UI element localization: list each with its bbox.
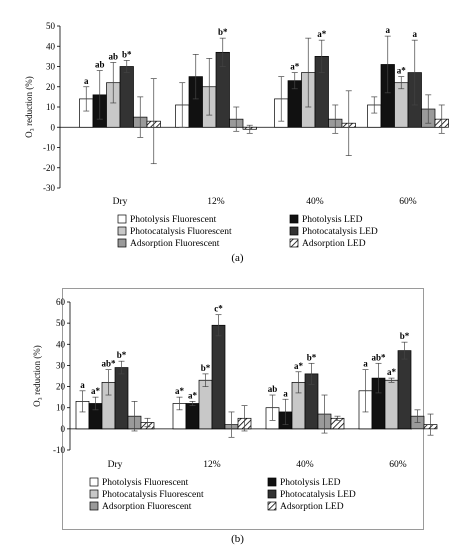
significance-label: a <box>413 29 418 39</box>
y-tick-label: 20 <box>46 82 56 92</box>
legend-swatch <box>117 226 127 236</box>
category-label: 12% <box>207 197 225 207</box>
significance-label: b* <box>400 331 410 341</box>
significance-label: a* <box>290 62 300 72</box>
y-tick-label: 10 <box>46 102 56 112</box>
y-tick-label: 50 <box>46 21 56 31</box>
legend-swatch <box>289 238 299 248</box>
legend-label: Adsorption Fluorescent <box>102 502 192 512</box>
legend-label: Photolysis LED <box>280 478 341 488</box>
legend-label: Photolysis Fluorescent <box>102 478 189 488</box>
significance-label: ab* <box>101 359 116 369</box>
y-axis-label: O₃ reduction (%) <box>24 76 34 138</box>
y-tick-label: -20 <box>43 163 55 173</box>
y-tick-label: 0 <box>51 122 56 132</box>
y-tick-label: -30 <box>43 183 55 193</box>
significance-label: a <box>363 359 368 369</box>
y-tick-label: 40 <box>46 41 56 51</box>
legend-label: Photocatalysis LED <box>302 227 378 237</box>
significance-label: a <box>84 76 89 86</box>
legend-swatch <box>267 477 277 487</box>
caption-a: (a) <box>231 252 244 264</box>
category-label: 60% <box>399 197 417 207</box>
significance-label: a* <box>91 386 101 396</box>
legend-label: Photolysis LED <box>302 215 363 225</box>
legend-swatch <box>117 214 127 224</box>
significance-label: c* <box>214 304 223 314</box>
category-label: 40% <box>296 460 314 470</box>
bar <box>119 66 134 128</box>
significance-label: ab* <box>371 352 386 362</box>
category-label: 12% <box>203 460 221 470</box>
legend-label: Photocatalysis LED <box>280 490 356 500</box>
panel-b: -10 0 10 20 30 40 50 60 O₃ reduction (%) a a* ab* b*… <box>0 280 475 550</box>
legend-swatch <box>89 501 99 511</box>
significance-label: a <box>283 388 288 398</box>
y-tick-label: 50 <box>56 318 66 328</box>
bar <box>211 324 226 430</box>
significance-label: a* <box>397 66 407 76</box>
significance-label: a <box>386 25 391 35</box>
legend-swatch <box>117 238 127 248</box>
category-label: Dry <box>113 197 128 207</box>
legend-swatch <box>289 214 299 224</box>
significance-label: b* <box>218 27 228 37</box>
legend-swatch <box>89 477 99 487</box>
legend-label: Photocatalysis Fluorescent <box>130 227 232 237</box>
significance-label: a* <box>387 367 397 377</box>
significance-label: a* <box>188 390 198 400</box>
legend-swatch <box>89 489 99 499</box>
category-label: Dry <box>108 460 123 470</box>
y-tick-label: 10 <box>56 403 66 413</box>
y-tick-label: 60 <box>56 297 66 307</box>
significance-label: a* <box>175 386 185 396</box>
legend-label: Adsorption LED <box>302 239 366 249</box>
bar <box>185 403 200 430</box>
panel-a: -30 -20 -10 0 10 20 30 40 50 O₃ reduction (%) a ab a… <box>0 0 475 268</box>
y-tick-label: 0 <box>61 424 66 434</box>
significance-label: a <box>80 380 85 390</box>
significance-label: b* <box>201 363 211 373</box>
significance-label: a* <box>317 29 327 39</box>
bar <box>394 82 409 128</box>
y-tick-label: 30 <box>56 360 66 370</box>
significance-label: ab <box>108 51 118 61</box>
y-tick-label: -10 <box>43 143 55 153</box>
legend-swatch <box>289 226 299 236</box>
legend-label: Adsorption LED <box>280 502 344 512</box>
y-tick-label: 30 <box>46 62 56 72</box>
bar <box>384 379 399 430</box>
caption-b: (b) <box>231 533 244 545</box>
significance-label: b* <box>122 49 132 59</box>
y-axis-label: O₃ reduction (%) <box>32 345 42 407</box>
legend-swatch <box>267 501 277 511</box>
bar <box>114 367 129 430</box>
bar <box>397 350 412 430</box>
legend-label: Photolysis Fluorescent <box>130 215 217 225</box>
legend-label: Adsorption Fluorescent <box>130 239 220 249</box>
category-label: 60% <box>389 460 407 470</box>
significance-label: b* <box>117 350 127 360</box>
y-tick-label: -10 <box>53 445 65 455</box>
significance-label: b* <box>307 352 317 362</box>
significance-label: ab <box>95 60 105 70</box>
y-tick-label: 20 <box>56 382 66 392</box>
significance-label: ab <box>268 384 278 394</box>
significance-label: a* <box>294 361 304 371</box>
y-tick-label: 40 <box>56 339 66 349</box>
bar <box>198 379 213 430</box>
legend-label: Photocatalysis Fluorescent <box>102 490 204 500</box>
legend-swatch <box>267 489 277 499</box>
category-label: 40% <box>306 197 324 207</box>
